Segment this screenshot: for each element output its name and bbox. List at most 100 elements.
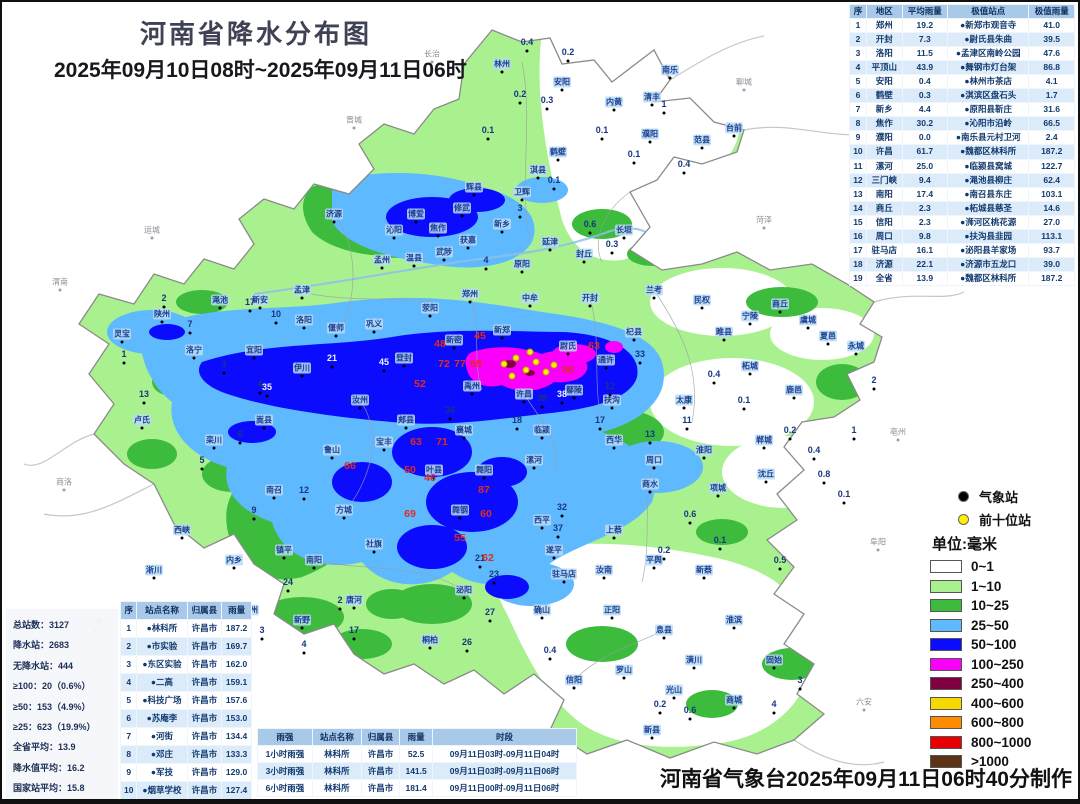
legend-range-label: 400~600: [971, 695, 1024, 711]
table-cell: ●林州市茶店: [947, 74, 1030, 90]
table-row: 17 驻马店 16.1 ●泌阳县羊家场 93.7: [849, 242, 1075, 258]
table-cell: ●泌阳县羊家场: [947, 242, 1030, 258]
table-cell: ●淇滨区盘石头: [947, 88, 1030, 104]
table-cell: 18: [849, 256, 867, 272]
legend-item: 1~10: [930, 579, 1068, 594]
legend-marker-label: 前十位站: [979, 513, 1032, 528]
table-row: 16 周口 9.8 ●扶沟县韭园 113.1: [849, 228, 1075, 244]
legend-swatch: [930, 560, 962, 573]
table-cell: ●河街: [136, 727, 188, 747]
table-cell: 8: [849, 116, 867, 132]
legend-swatch: [930, 735, 962, 749]
table-cell: 5: [849, 74, 867, 90]
table-cell: ●科技广场: [136, 691, 188, 711]
table-cell: 14.6: [1028, 200, 1075, 216]
table-cell: 4: [849, 60, 867, 76]
table-row: 7 ●河街 许昌市 134.4: [119, 727, 252, 747]
legend-marker-label: 气象站: [979, 490, 1019, 505]
table-cell: ●南召县东庄: [947, 186, 1030, 202]
legend-marker: 气象站: [958, 487, 1068, 506]
table-cell: 09月11日03时-09月11日06时: [432, 762, 577, 781]
table-cell: 2: [119, 637, 138, 657]
legend-range-label: 0~1: [971, 559, 994, 574]
table-cell: 1: [849, 18, 867, 34]
legend-range-label: 1~10: [971, 578, 1002, 594]
station-stats-panel: 总站数：3127 降水站：2683 无降水站：444 ≥100：20（0.6%） ≥50…: [6, 609, 118, 799]
table-cell: 6: [849, 88, 867, 104]
table-cell: 漯河: [865, 158, 903, 174]
table-cell: 6: [119, 709, 138, 729]
table-cell: ●新郑市观音寺: [947, 18, 1030, 34]
column-header: 地区: [865, 3, 903, 20]
table-cell: 16.1: [901, 242, 949, 258]
table-cell: 2: [849, 32, 867, 48]
table-cell: 187.2: [1028, 270, 1075, 286]
stat-line: ≥100：20（0.6%）: [13, 681, 91, 692]
legend-item: >1000: [930, 754, 1068, 769]
column-header: 站点名称: [311, 727, 362, 747]
table-cell: 1.7: [1028, 88, 1075, 104]
table-cell: 10: [119, 781, 138, 799]
table-cell: 09月11日00时-09月11日06时: [432, 779, 577, 798]
table-cell: ●沁阳市沿岭: [947, 116, 1030, 132]
table-cell: 39.0: [1028, 256, 1075, 272]
table-cell: 新乡: [865, 102, 903, 118]
table-cell: ●烟草学校: [136, 781, 188, 799]
table-row: 4 ●二高 许昌市 159.1: [119, 673, 252, 693]
table-cell: 153.0: [221, 709, 252, 729]
table-cell: ●扶沟县韭园: [947, 228, 1030, 244]
legend-item: 10~25: [930, 598, 1068, 613]
column-header: 站点名称: [136, 600, 188, 621]
neighbor-borders: [23, 35, 965, 766]
region-summary-table: 序地区 平均雨量 极值站点 极值雨量 1 郑州 19.2 ●新郑市观音寺 41.0 2 开封 7.3 ●…: [849, 3, 1075, 286]
station-marker-icon: [958, 514, 969, 525]
table-cell: 3: [849, 46, 867, 62]
legend-item: 800~1000: [930, 735, 1068, 750]
table-row: 5 ●科技广场 许昌市 157.6: [119, 691, 252, 711]
table-cell: ●临颍县窝城: [947, 158, 1030, 174]
table-cell: 181.4: [399, 779, 434, 798]
column-header: 序: [119, 600, 138, 621]
table-cell: 3: [119, 655, 138, 675]
table-cell: 许昌市: [186, 673, 223, 693]
legend-item: 25~50: [930, 618, 1068, 633]
table-cell: 13: [849, 186, 867, 202]
table-cell: 林科所: [311, 762, 362, 781]
stat-line: 降水值平均：16.2: [13, 762, 85, 773]
table-cell: 0.0: [901, 130, 949, 146]
stat-line: 降水站：2683: [13, 640, 70, 651]
table-cell: 洛阳: [865, 46, 903, 62]
table-cell: 17: [849, 242, 867, 258]
table-cell: ●浉河区桃花源: [947, 214, 1030, 230]
legend-range-label: >1000: [971, 754, 1009, 769]
table-row: 1 郑州 19.2 ●新郑市观音寺 41.0: [849, 18, 1075, 34]
table-cell: 7: [119, 727, 138, 747]
table-cell: ●邓庄: [136, 745, 188, 765]
table-cell: 141.5: [399, 762, 434, 781]
table-cell: ●南乐县元村卫河: [947, 130, 1030, 146]
station-marker-icon: [958, 491, 969, 502]
table-cell: 9: [849, 130, 867, 146]
table-cell: 济源: [865, 256, 903, 272]
table-cell: 22.1: [901, 256, 949, 272]
table-cell: 66.5: [1028, 116, 1075, 132]
stat-line: ≥50：153（4.9%）: [13, 701, 91, 712]
table-cell: 19.2: [901, 18, 949, 34]
table-cell: 许昌市: [186, 691, 223, 711]
table-cell: 9: [119, 763, 138, 783]
legend-range-label: 600~800: [971, 715, 1024, 730]
legend-unit-label: 单位:毫米: [932, 536, 997, 553]
legend-swatch: [930, 755, 962, 768]
period-subtitle: 2025年09月10日08时~2025年09月11日06时: [54, 59, 467, 82]
stat-line: ≥25：623（19.9%）: [13, 722, 96, 733]
table-cell: 3小时雨强: [257, 762, 313, 781]
legend-item: 50~100: [930, 637, 1068, 652]
table-cell: ●济源市五龙口: [947, 256, 1030, 272]
legend-range-label: 250~400: [971, 676, 1024, 691]
table-cell: 61.7: [901, 144, 949, 160]
table-row: 18 济源 22.1 ●济源市五龙口 39.0: [849, 256, 1075, 272]
table-cell: ●渑池县柳庄: [947, 172, 1030, 188]
table-row: 3 ●东区实验 许昌市 162.0: [119, 655, 252, 675]
table-cell: 39.5: [1028, 32, 1075, 48]
column-header: 极值雨量: [1028, 3, 1075, 20]
